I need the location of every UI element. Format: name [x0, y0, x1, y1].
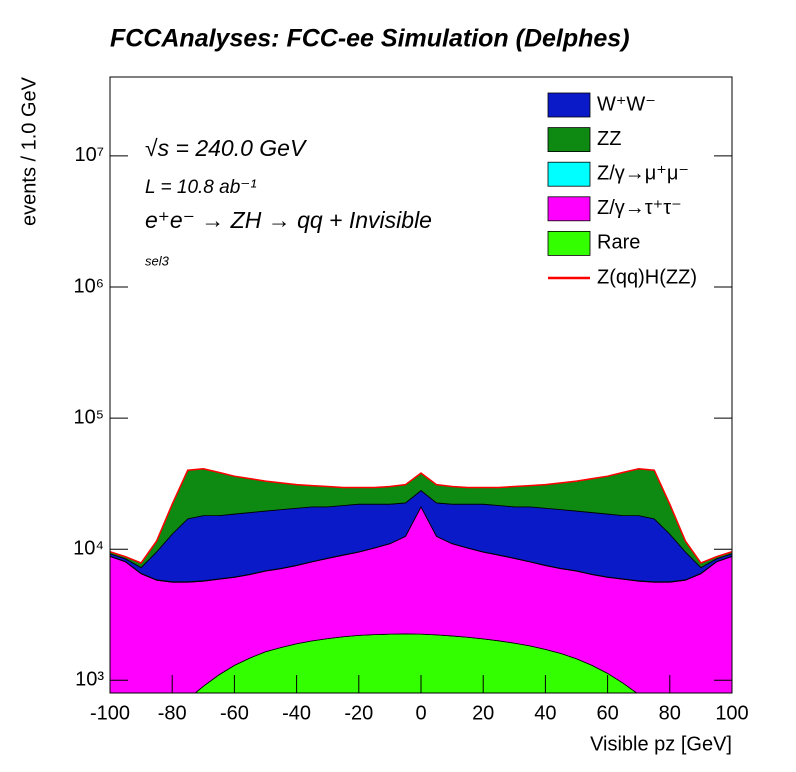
legend-swatch [547, 230, 591, 256]
legend-label: Z(qq)H(ZZ) [597, 266, 697, 288]
legend-label: ZZ [597, 128, 621, 150]
x-tick-label: 40 [534, 702, 556, 724]
legend-label: W⁺W⁻ [597, 93, 656, 115]
y-tick-label: 10⁷ [75, 144, 104, 166]
x-tick-label: -60 [220, 702, 249, 724]
legend-label: Rare [597, 232, 640, 254]
annotation: √s = 240.0 GeV [145, 135, 308, 161]
legend-swatch [547, 127, 591, 152]
legend-swatch [547, 92, 591, 118]
x-tick-label: -80 [158, 702, 187, 724]
x-tick-label: 60 [596, 702, 618, 724]
y-axis-label: events / 1.0 GeV [18, 76, 40, 226]
y-tick-label: 10⁶ [74, 275, 104, 297]
line [110, 468, 732, 564]
y-tick-label: 10⁵ [73, 406, 104, 428]
x-tick-label: 80 [659, 702, 681, 724]
x-tick-label: 20 [472, 702, 494, 724]
chart-title: FCCAnalyses: FCC-ee Simulation (Delphes) [110, 25, 630, 53]
legend-swatch [547, 196, 591, 222]
legend-label: Z/γ→τ⁺τ⁻ [597, 197, 682, 219]
legend-label: Z/γ→μ⁺μ⁻ [597, 162, 689, 184]
annotation: L = 10.8 ab⁻¹ [145, 177, 257, 198]
annotation: sel3 [145, 253, 170, 268]
x-axis-label: Visible pz [GeV] [590, 733, 732, 755]
y-tick-label: 10⁴ [73, 537, 104, 559]
x-tick-label: -100 [90, 702, 130, 724]
y-tick-label: 10³ [75, 669, 104, 691]
x-tick-label: -20 [344, 702, 373, 724]
x-tick-label: 100 [715, 702, 748, 724]
x-tick-label: 0 [415, 702, 426, 724]
annotation: e⁺e⁻ → ZH → qq + Invisible [145, 207, 432, 233]
plot-area [110, 468, 732, 693]
x-tick-label: -40 [282, 702, 311, 724]
legend-swatch [547, 161, 591, 187]
